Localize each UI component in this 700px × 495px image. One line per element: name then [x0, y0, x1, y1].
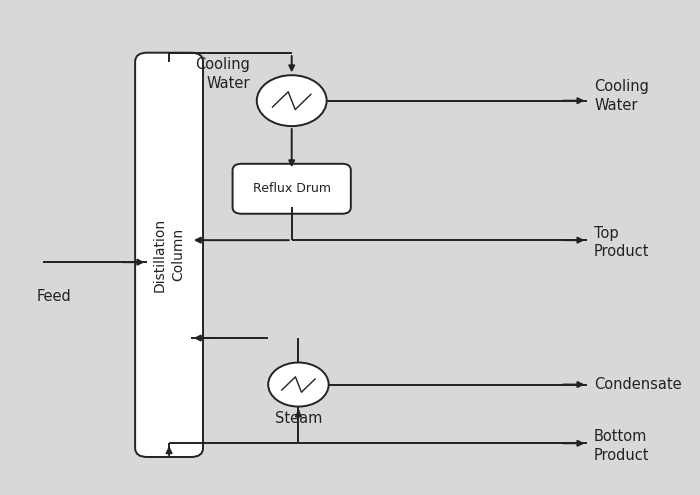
Circle shape [268, 362, 329, 406]
Text: Distillation
Column: Distillation Column [153, 218, 186, 292]
FancyBboxPatch shape [135, 52, 203, 457]
Circle shape [257, 75, 327, 126]
Text: Steam: Steam [275, 411, 322, 427]
Text: Feed: Feed [36, 289, 71, 304]
Text: Cooling
Water: Cooling Water [594, 79, 649, 112]
Text: Top
Product: Top Product [594, 226, 650, 259]
Text: Cooling
Water: Cooling Water [195, 57, 250, 91]
FancyBboxPatch shape [232, 164, 351, 214]
Text: Bottom
Product: Bottom Product [594, 429, 650, 462]
Text: Reflux Drum: Reflux Drum [253, 182, 330, 195]
Text: Condensate: Condensate [594, 377, 682, 392]
